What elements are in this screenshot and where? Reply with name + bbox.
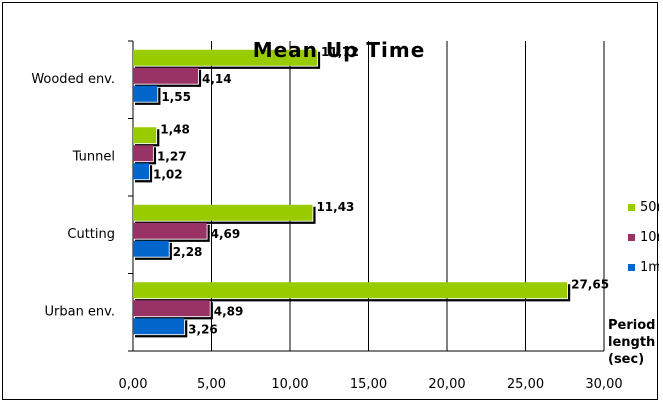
gridlines xyxy=(128,40,605,352)
data-label: 11,43 xyxy=(316,200,354,214)
category-label: Urban env. xyxy=(44,304,115,319)
x-tick-label: 25,00 xyxy=(507,377,544,392)
bar-shadow xyxy=(135,242,172,260)
bar-50m xyxy=(133,49,318,66)
category-label: Tunnel xyxy=(72,149,115,164)
x-axis-label: length xyxy=(608,335,655,350)
x-tick-label: 10,00 xyxy=(271,377,308,392)
legend-swatch xyxy=(628,234,635,241)
chart: 0,00 5,00 10,00 15,00 20,00 25,00 30,00 Wooded … xyxy=(31,38,659,392)
legend-label: 10m xyxy=(640,230,659,245)
data-label: 4,69 xyxy=(211,227,241,241)
category-label: Wooded env. xyxy=(31,72,115,87)
x-tick-label: 30,00 xyxy=(585,377,622,392)
x-axis-label: Period xyxy=(608,318,655,333)
x-tick-label: 0,00 xyxy=(119,377,148,392)
bar-10m xyxy=(133,222,207,239)
data-label: 11,72 xyxy=(321,45,359,59)
legend-label: 50m xyxy=(640,200,659,215)
data-label: 3,26 xyxy=(188,322,218,336)
x-axis-label: (sec) xyxy=(608,352,644,367)
data-label: 4,89 xyxy=(214,304,244,318)
x-tick-label: 15,00 xyxy=(350,377,387,392)
labels: 0,00 5,00 10,00 15,00 20,00 25,00 30,00 Wooded … xyxy=(31,45,659,392)
bar-50m xyxy=(133,127,157,144)
bar-shadow xyxy=(135,87,161,105)
legend-label: 1m xyxy=(640,260,659,275)
legend-swatch xyxy=(628,264,635,271)
bar-10m xyxy=(133,67,198,84)
data-label: 4,14 xyxy=(202,72,232,86)
chart-frame: 0,00 5,00 10,00 15,00 20,00 25,00 30,00 Wooded … xyxy=(2,2,659,400)
data-label: 1,55 xyxy=(161,90,191,104)
bar-1m xyxy=(133,318,185,335)
bar-1m xyxy=(133,240,169,257)
x-tick-label: 20,00 xyxy=(428,377,465,392)
bar-10m xyxy=(133,300,210,317)
data-label: 1,27 xyxy=(157,149,187,163)
bar-shadow xyxy=(135,284,571,302)
category-label: Cutting xyxy=(67,227,115,242)
bar-shadow xyxy=(135,165,153,183)
chart-title: Mean Up Time xyxy=(253,38,426,62)
x-tick-label: 5,00 xyxy=(197,377,226,392)
data-label: 1,48 xyxy=(160,122,190,136)
bar-10m xyxy=(133,145,153,162)
bar-50m xyxy=(133,282,568,299)
bars xyxy=(133,49,571,338)
bar-1m xyxy=(133,163,150,180)
data-label: 2,28 xyxy=(173,245,203,259)
legend-swatch xyxy=(628,204,635,211)
data-label: 27,65 xyxy=(571,277,609,291)
bar-50m xyxy=(133,204,313,221)
data-label: 1,02 xyxy=(153,167,183,181)
bar-1m xyxy=(133,85,158,102)
bar-shadow xyxy=(135,320,188,338)
